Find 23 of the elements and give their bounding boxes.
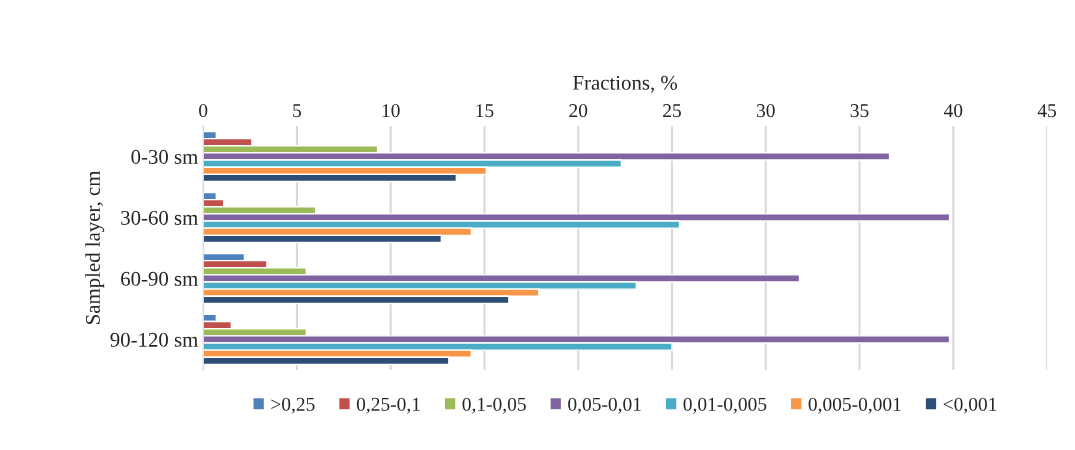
legend-label: 0,01-0,005: [683, 397, 767, 414]
x-tick-label: 10: [382, 104, 400, 118]
legend-label: 0,005-0,001: [808, 397, 901, 414]
legend-label: 0,05-0,01: [568, 397, 641, 414]
x-tick-label: 40: [943, 104, 963, 118]
x-tick-label: 15: [476, 104, 494, 118]
x-tick-label: 30: [756, 104, 775, 118]
legend-label: <0,001: [943, 397, 997, 414]
x-tick-label: 20: [569, 104, 588, 118]
y-tick-label: 60-90 sm: [121, 271, 198, 286]
x-tick-label: 35: [850, 104, 869, 118]
y-tick-label: 30-60 sm: [121, 210, 198, 225]
x-tick-label: 45: [1037, 104, 1057, 118]
legend-label: 0,1-0,05: [462, 397, 526, 414]
x-tick-label: 5: [293, 104, 302, 118]
x-axis-title: Fractions, %: [573, 75, 678, 93]
y-tick-label: 90-120 sm: [110, 332, 198, 347]
y-tick-label: 0-30 sm: [131, 149, 198, 164]
x-tick-label: 0: [199, 104, 208, 118]
x-tick-label: 25: [663, 104, 681, 118]
legend-label: 0,25-0,1: [356, 397, 420, 414]
legend-label: >0,25: [271, 397, 315, 414]
y-axis-title: Sampled layer, cm: [85, 170, 105, 324]
